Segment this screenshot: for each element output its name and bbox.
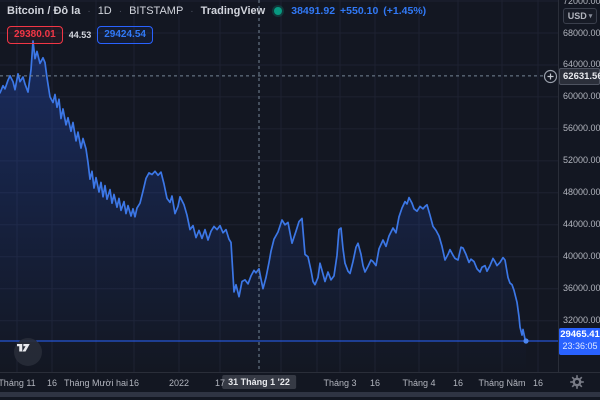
area-fill <box>0 41 526 372</box>
time-tick-label: Tháng 11 <box>0 378 36 388</box>
exchange-label[interactable]: BITSTAMP <box>129 5 184 17</box>
crosshair-date-label: 31 Tháng 1 '22 <box>222 375 296 389</box>
price-change-percent: (+1.45%) <box>383 5 427 17</box>
separator: · <box>87 5 91 17</box>
price-tick-label: 56000.00 <box>563 123 600 133</box>
bid-ask-row: 29380.01 44.53 29424.54 <box>7 26 153 44</box>
bottom-resize-bar[interactable] <box>0 392 600 397</box>
time-tick-label: Tháng Mười hai <box>64 378 128 388</box>
crosshair-price-label: 62631.56 <box>559 68 600 85</box>
separator: · <box>118 5 123 17</box>
time-tick-label: Tháng 3 <box>323 378 357 388</box>
price-tick-label: 36000.00 <box>563 283 600 293</box>
price-tick-label: 52000.00 <box>563 155 600 165</box>
price-tick-label: 48000.00 <box>563 187 600 197</box>
price-change: +550.10 <box>340 5 379 17</box>
currency-dropdown[interactable]: USD ▾ <box>563 8 597 24</box>
market-status-dot-icon <box>274 7 283 15</box>
chevron-down-icon: ▾ <box>588 12 593 20</box>
currency-label: USD <box>567 11 587 21</box>
ask-button[interactable]: 29424.54 <box>97 26 153 44</box>
bar-close-countdown: 23:36:05 <box>562 341 598 351</box>
tradingview-brand-link[interactable]: TradingView <box>200 5 266 17</box>
time-tick-label: 2022 <box>168 378 190 388</box>
last-point-dot <box>523 338 529 344</box>
separator: · <box>190 5 194 17</box>
tradingview-logo[interactable] <box>14 338 42 366</box>
spread-value: 44.53 <box>68 30 92 40</box>
current-price-value: 29465.41 <box>560 329 600 340</box>
price-line-series <box>0 40 527 342</box>
price-tick-label: 32000.00 <box>563 315 600 325</box>
price-axis[interactable]: USD ▾ 62631.56 29465.41 23:36:05 72000.0… <box>558 0 600 391</box>
time-tick-label: 16 <box>128 378 140 388</box>
price-tick-label: 72000.00 <box>563 0 600 6</box>
time-tick-label: Tháng Năm <box>478 378 526 388</box>
current-price-label: 29465.41 23:36:05 <box>559 328 600 355</box>
time-tick-label: 17 <box>214 378 226 388</box>
last-price: 38491.92 <box>291 5 336 17</box>
time-tick-label: Tháng 4 <box>402 378 436 388</box>
chart-header: Bitcoin / Đô la · 1D · BITSTAMP · Tradin… <box>7 5 426 17</box>
time-tick-label: 16 <box>532 378 544 388</box>
bid-button[interactable]: 29380.01 <box>7 26 63 44</box>
price-tick-label: 60000.00 <box>563 91 600 101</box>
price-tick-label: 64000.00 <box>563 59 600 69</box>
timezone-settings-gear-icon[interactable] <box>569 374 585 390</box>
price-tick-label: 44000.00 <box>563 219 600 229</box>
price-tick-label: 40000.00 <box>563 251 600 261</box>
quote-values: 38491.92 +550.10 (+1.45%) <box>291 5 426 17</box>
symbol-title[interactable]: Bitcoin / Đô la <box>7 5 81 17</box>
time-axis[interactable]: 31 Tháng 1 '22 Tháng 11 16 Tháng Mười hai 1… <box>0 372 600 392</box>
time-tick-label: 16 <box>369 378 381 388</box>
interval-label[interactable]: 1D <box>97 5 112 17</box>
time-tick-label: 16 <box>452 378 464 388</box>
add-order-plus-icon[interactable] <box>543 69 558 84</box>
price-tick-label: 68000.00 <box>563 28 600 38</box>
time-tick-label: 16 <box>46 378 58 388</box>
